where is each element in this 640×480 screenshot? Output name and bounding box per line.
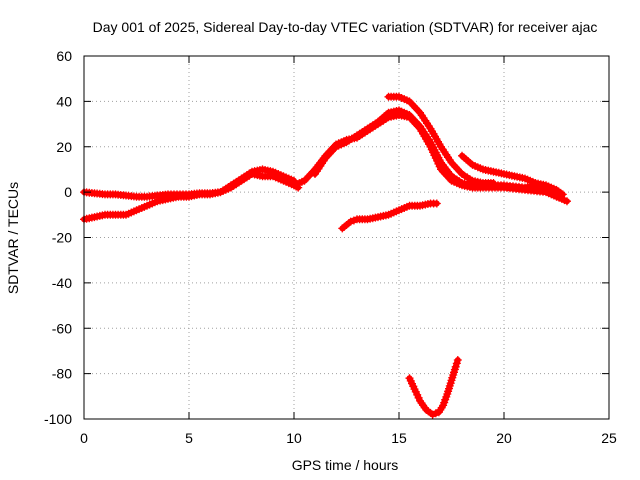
- series-arc-6: [458, 151, 567, 199]
- data-point-marker: [451, 362, 460, 371]
- series-arc-7: [338, 199, 441, 233]
- y-tick-label: 60: [56, 48, 72, 64]
- y-tick-label: -40: [52, 275, 72, 291]
- x-tick-label: 5: [185, 430, 193, 446]
- y-tick-label: 40: [56, 93, 72, 109]
- data-point-marker: [453, 356, 462, 364]
- x-tick-label: 10: [286, 430, 302, 446]
- chart-title: Day 001 of 2025, Sidereal Day-to-day VTE…: [93, 19, 598, 35]
- x-tick-label: 20: [496, 430, 512, 446]
- series-arc-4: [311, 106, 561, 199]
- axis-ticks: 0 5 10 15 20 25 -100 -80 -60 -40 -20 0 20 40 60: [44, 48, 617, 446]
- data-point-marker: [432, 199, 441, 208]
- y-tick-label: -80: [52, 366, 72, 382]
- x-axis-label: GPS time / hours: [292, 457, 399, 473]
- y-tick-label: -100: [44, 411, 72, 427]
- series-arc-2: [80, 165, 298, 224]
- data-point-marker: [489, 179, 498, 187]
- x-tick-label: 25: [601, 430, 617, 446]
- y-tick-label: 20: [56, 139, 72, 155]
- y-axis-label: SDTVAR / TECUs: [5, 182, 21, 294]
- data-point-marker: [558, 190, 567, 199]
- y-tick-label: -60: [52, 320, 72, 336]
- y-tick-label: 0: [64, 184, 72, 200]
- x-tick-label: 15: [391, 430, 407, 446]
- series-arc-8: [405, 356, 462, 419]
- data-point-marker: [452, 359, 461, 368]
- y-tick-label: -20: [52, 230, 72, 246]
- data-point-marker: [563, 197, 571, 206]
- series-arc-5: [384, 92, 498, 187]
- data-series: [80, 92, 571, 419]
- x-tick-label: 0: [80, 430, 88, 446]
